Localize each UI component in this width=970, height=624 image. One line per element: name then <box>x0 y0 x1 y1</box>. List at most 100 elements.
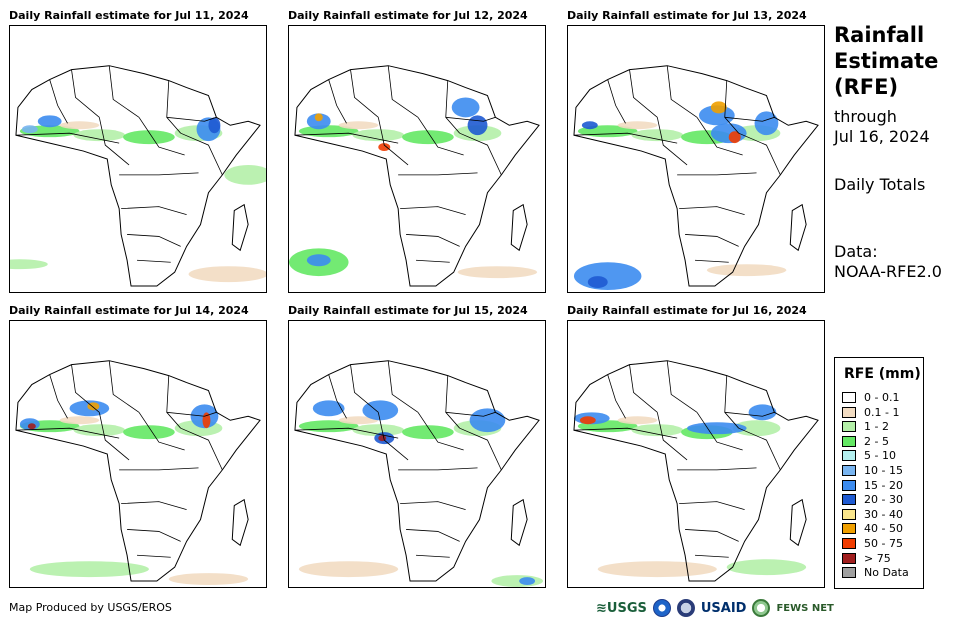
commerce-seal-icon <box>676 599 695 617</box>
country-border <box>98 412 130 461</box>
map-canvas <box>289 65 540 287</box>
map-canvas <box>573 65 819 291</box>
legend-item: 20 - 30 <box>842 492 903 507</box>
panel-title-jul-12: Daily Rainfall estimate for Jul 12, 2024 <box>288 9 528 22</box>
rainfall-area <box>312 400 345 417</box>
country-border <box>573 132 678 144</box>
rainfall-area <box>402 130 454 145</box>
country-border <box>685 234 739 247</box>
country-border <box>607 79 626 124</box>
country-border <box>445 375 460 429</box>
legend-swatch <box>842 494 856 506</box>
country-border <box>629 364 658 413</box>
rainfall-area <box>168 573 249 586</box>
country-border <box>294 132 399 144</box>
rainfall-area <box>581 121 598 130</box>
rainfall-area <box>579 416 596 425</box>
rainfall-area <box>29 561 149 578</box>
rainfall-area <box>726 559 807 576</box>
rainfall-area <box>73 424 126 437</box>
rainfall-map-jul-15 <box>288 320 546 588</box>
rainfall-area <box>352 129 405 142</box>
legend-label: 30 - 40 <box>864 507 903 521</box>
rainfall-area <box>754 111 779 136</box>
rainfall-area <box>402 425 454 440</box>
madagascar-outline <box>510 498 528 547</box>
rainfall-area <box>687 422 747 435</box>
legend-swatch <box>842 450 856 462</box>
country-border <box>398 172 478 176</box>
rainfall-area <box>617 416 658 425</box>
legend-label: 50 - 75 <box>864 537 903 550</box>
madagascar-outline <box>231 203 249 252</box>
legend-swatch <box>842 465 856 476</box>
country-border <box>71 364 100 413</box>
legend-swatch <box>842 435 856 447</box>
rainfall-area <box>73 129 126 142</box>
country-border <box>445 116 496 122</box>
rainfall-map-jul-13 <box>567 25 825 293</box>
madagascar-outline <box>510 203 528 252</box>
country-border <box>71 69 100 118</box>
country-border <box>119 172 199 176</box>
rainfall-area <box>21 125 38 134</box>
legend-item: 50 - 75 <box>842 536 903 551</box>
country-border <box>166 116 217 122</box>
rainfall-area <box>728 131 741 144</box>
rainfall-area <box>27 423 36 430</box>
country-border <box>694 259 729 263</box>
rainfall-area <box>467 115 488 136</box>
rainfall-map-jul-11 <box>9 25 267 293</box>
legend-label: 1 - 2 <box>864 420 889 434</box>
rainfall-area <box>298 561 399 578</box>
rainfall-area <box>123 130 175 145</box>
legend-label: 0.1 - 1 <box>864 405 900 419</box>
country-border <box>138 412 185 451</box>
map-canvas <box>573 360 819 582</box>
country-border <box>387 360 419 413</box>
country-border <box>121 501 187 510</box>
legend-swatch <box>842 538 856 549</box>
legend-label: 5 - 10 <box>864 449 896 463</box>
rainfall-area <box>617 121 658 130</box>
rainfall-area <box>698 105 735 126</box>
country-border <box>387 65 419 118</box>
legend-item: No Data <box>842 565 909 580</box>
rainfall-area <box>491 575 544 587</box>
rainfall-area <box>362 400 399 421</box>
map-canvas <box>294 360 544 587</box>
country-border <box>406 529 460 542</box>
rainfall-map-jul-14 <box>9 320 267 588</box>
rainfall-area <box>748 404 777 421</box>
country-border <box>180 132 223 176</box>
country-border <box>166 411 217 417</box>
country-border <box>415 259 450 263</box>
country-border <box>127 529 181 542</box>
legend-item: 5 - 10 <box>842 448 896 463</box>
country-border <box>136 554 171 558</box>
rainfall-area <box>37 115 62 128</box>
country-border <box>696 412 743 451</box>
legend-swatch <box>842 392 856 403</box>
legend-item: 30 - 40 <box>842 507 903 522</box>
africa-coastline <box>294 360 540 582</box>
country-border <box>166 375 181 429</box>
country-border <box>15 427 120 439</box>
country-border <box>400 501 466 510</box>
rainfall-area <box>10 259 48 270</box>
africa-coastline <box>15 65 261 287</box>
rainfall-area <box>451 97 480 118</box>
country-border <box>417 117 464 156</box>
country-border <box>724 375 739 429</box>
country-border <box>573 427 678 439</box>
country-border <box>121 206 187 215</box>
map-title-line-1: Rainfall <box>834 23 925 47</box>
country-border <box>377 412 409 461</box>
legend-item: 0.1 - 1 <box>842 405 899 420</box>
rainfall-area <box>710 101 727 114</box>
country-border <box>350 364 379 413</box>
legend-item: 0 - 0.1 <box>842 390 899 405</box>
country-border <box>127 234 181 247</box>
country-border <box>166 80 181 134</box>
country-border <box>677 467 757 471</box>
